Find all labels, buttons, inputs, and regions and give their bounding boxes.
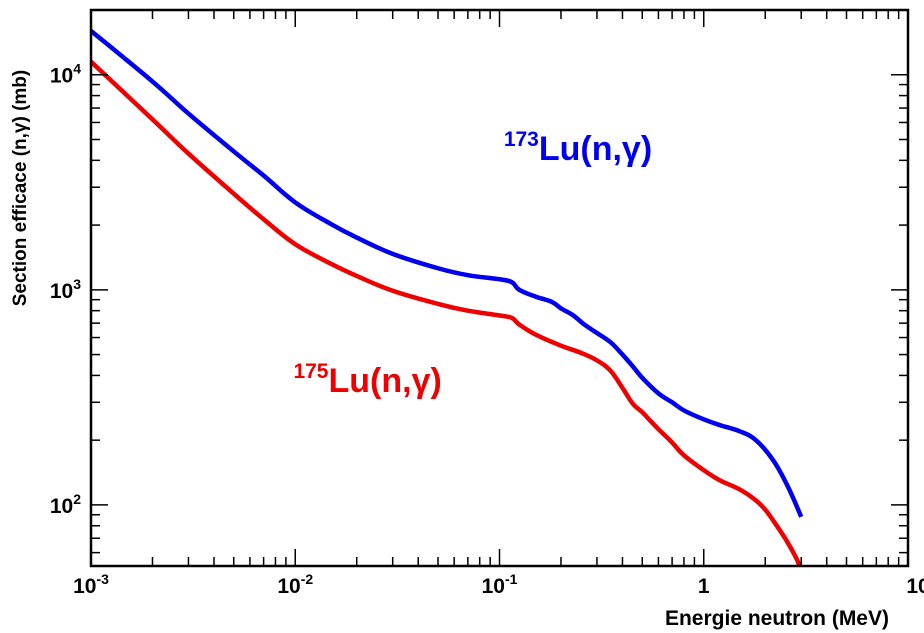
series-labels-layer: 173Lu(n,γ) 175Lu(n,γ) (293, 128, 652, 400)
y-tick-label: 103 (50, 276, 81, 303)
x-tick-label: 10-1 (482, 571, 518, 598)
series-line-0 (89, 29, 804, 518)
x-axis-label: Energie neutron (MeV) (665, 607, 889, 630)
series-layer (89, 29, 804, 567)
series-line-1 (89, 60, 802, 567)
x-tick-label: 1 (698, 575, 710, 598)
x-tick-label: 10 (906, 575, 924, 598)
tick-labels-layer: 10-3 10-2 10-1 1 10 102 103 104 (50, 61, 924, 598)
series-label-1: 175Lu(n,γ) (293, 360, 441, 400)
y-tick-label: 104 (50, 61, 81, 88)
x-tick-label: 10-2 (277, 571, 313, 598)
y-axis-label: Section efficace (n,γ) (mb) (10, 70, 31, 307)
plot-frame (89, 8, 910, 568)
y-axis-label-group: Section efficace (n,γ) (mb) (10, 70, 31, 307)
series-label-0: 173Lu(n,γ) (504, 128, 652, 168)
x-tick-label: 10-3 (73, 571, 109, 598)
y-tick-label: 102 (50, 491, 81, 518)
